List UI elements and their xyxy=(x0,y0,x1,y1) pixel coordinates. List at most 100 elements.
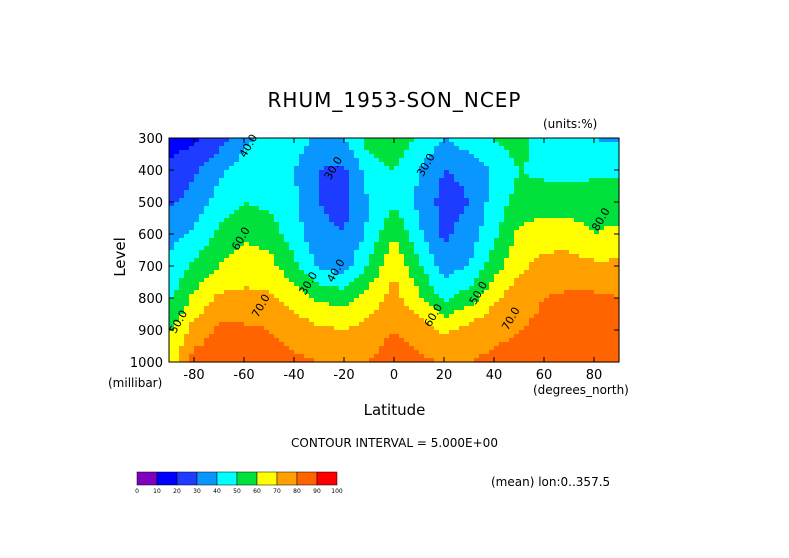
heatmap-cell xyxy=(204,354,210,359)
heatmap-cell xyxy=(324,342,330,347)
heatmap-cell xyxy=(284,278,290,283)
heatmap-cell xyxy=(314,210,320,215)
heatmap-cell xyxy=(384,150,390,155)
heatmap-cell xyxy=(469,350,475,355)
heatmap-cell xyxy=(314,202,320,207)
heatmap-cell xyxy=(469,246,475,251)
heatmap-cell xyxy=(599,238,605,243)
heatmap-cell xyxy=(194,270,200,275)
heatmap-cell xyxy=(444,262,450,267)
heatmap-cell xyxy=(519,354,525,359)
heatmap-cell xyxy=(474,354,480,359)
heatmap-cell xyxy=(454,206,460,211)
heatmap-cell xyxy=(459,322,465,327)
heatmap-cell xyxy=(389,218,395,223)
heatmap-cell xyxy=(409,202,415,207)
heatmap-cell xyxy=(324,290,330,295)
heatmap-cell xyxy=(464,222,470,227)
heatmap-cell xyxy=(449,314,455,319)
heatmap-cell xyxy=(199,146,205,151)
heatmap-cell xyxy=(304,262,310,267)
heatmap-cell xyxy=(294,286,300,291)
heatmap-cell xyxy=(469,150,475,155)
heatmap-cell xyxy=(234,206,240,211)
heatmap-cell xyxy=(459,282,465,287)
heatmap-cell xyxy=(494,270,500,275)
heatmap-cell xyxy=(339,346,345,351)
heatmap-cell xyxy=(489,282,495,287)
heatmap-cell xyxy=(279,294,285,299)
heatmap-cell xyxy=(314,266,320,271)
heatmap-cell xyxy=(494,194,500,199)
heatmap-cell xyxy=(419,186,425,191)
heatmap-cell xyxy=(504,314,510,319)
heatmap-cell xyxy=(199,270,205,275)
heatmap-cell xyxy=(314,154,320,159)
heatmap-cell xyxy=(229,142,235,147)
heatmap-cell xyxy=(184,270,190,275)
heatmap-cell xyxy=(319,194,325,199)
heatmap-cell xyxy=(299,350,305,355)
heatmap-cell xyxy=(589,154,595,159)
heatmap-cell xyxy=(239,194,245,199)
heatmap-cell xyxy=(414,282,420,287)
heatmap-cell xyxy=(539,234,545,239)
heatmap-cell xyxy=(394,338,400,343)
heatmap-cell xyxy=(354,210,360,215)
heatmap-cell xyxy=(309,246,315,251)
heatmap-cell xyxy=(299,158,305,163)
heatmap-cell xyxy=(269,190,275,195)
heatmap-cell xyxy=(339,358,345,363)
heatmap-cell xyxy=(384,238,390,243)
heatmap-cell xyxy=(199,290,205,295)
heatmap-cell xyxy=(279,326,285,331)
heatmap-cell xyxy=(194,138,200,143)
heatmap-cell xyxy=(549,246,555,251)
heatmap-cell xyxy=(404,146,410,151)
heatmap-cell xyxy=(379,182,385,187)
heatmap-cell xyxy=(574,242,580,247)
heatmap-cell xyxy=(364,198,370,203)
heatmap-cell xyxy=(314,178,320,183)
heatmap-cell xyxy=(299,142,305,147)
heatmap-cell xyxy=(269,318,275,323)
heatmap-cell xyxy=(329,158,335,163)
heatmap-cell xyxy=(379,218,385,223)
heatmap-cell xyxy=(444,306,450,311)
heatmap-cell xyxy=(239,342,245,347)
heatmap-cell xyxy=(534,274,540,279)
heatmap-cell xyxy=(289,182,295,187)
heatmap-cell xyxy=(384,138,390,143)
heatmap-cell xyxy=(359,346,365,351)
heatmap-cell xyxy=(599,290,605,295)
heatmap-cell xyxy=(184,202,190,207)
heatmap-cell xyxy=(334,150,340,155)
heatmap-cell xyxy=(354,306,360,311)
heatmap-cell xyxy=(354,270,360,275)
heatmap-cell xyxy=(404,342,410,347)
heatmap-cell xyxy=(319,262,325,267)
heatmap-cell xyxy=(249,270,255,275)
heatmap-cell xyxy=(529,150,535,155)
heatmap-cell xyxy=(534,150,540,155)
heatmap-cell xyxy=(539,206,545,211)
heatmap-cell xyxy=(469,250,475,255)
heatmap-cell xyxy=(229,282,235,287)
heatmap-cell xyxy=(309,278,315,283)
heatmap-cell xyxy=(569,270,575,275)
heatmap-cell xyxy=(299,182,305,187)
heatmap-cell xyxy=(504,254,510,259)
heatmap-cell xyxy=(384,142,390,147)
heatmap-cell xyxy=(249,322,255,327)
heatmap-cell xyxy=(474,210,480,215)
heatmap-cell xyxy=(509,274,515,279)
heatmap-cell xyxy=(224,230,230,235)
heatmap-cell xyxy=(434,154,440,159)
heatmap-cell xyxy=(254,254,260,259)
heatmap-cell xyxy=(454,258,460,263)
heatmap-cell xyxy=(574,322,580,327)
heatmap-cell xyxy=(269,154,275,159)
heatmap-cell xyxy=(409,322,415,327)
heatmap-cell xyxy=(479,286,485,291)
heatmap-cell xyxy=(334,154,340,159)
